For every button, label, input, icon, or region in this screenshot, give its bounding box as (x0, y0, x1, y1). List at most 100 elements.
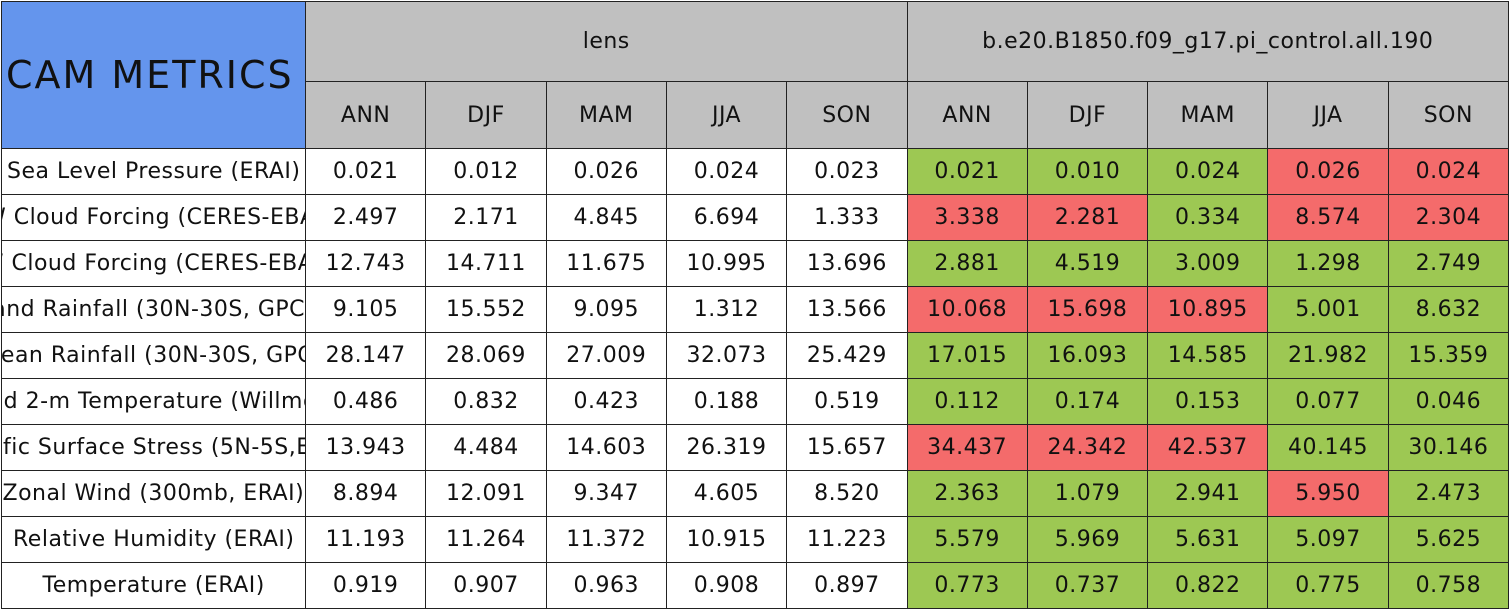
value-cell: 0.907 (425, 562, 547, 609)
value-cell: 11.675 (545, 240, 667, 287)
data-row: Sea Level Pressure (ERAI) 0.021 0.012 0.026… (1, 148, 1509, 195)
value-cell: 30.146 (1387, 424, 1509, 471)
value-cell: 27.009 (545, 332, 667, 379)
row-label-cell: LW Cloud Forcing (CERES-EBAF) (1, 240, 306, 287)
value-cell: 2.749 (1387, 240, 1509, 287)
row-label-cell: Relative Humidity (ERAI) (1, 516, 306, 563)
value-cell: 11.193 (304, 516, 427, 563)
value-cell: 5.950 (1267, 470, 1389, 517)
season-header: MAM (545, 81, 667, 149)
value-cell: 9.347 (545, 470, 667, 517)
value-cell: 5.001 (1267, 286, 1389, 333)
value-cell: 40.145 (1267, 424, 1389, 471)
row-label-cell: Land Rainfall (30N-30S, GPCP) (1, 286, 306, 333)
value-cell: 0.822 (1147, 562, 1269, 609)
season-header: SON (786, 81, 908, 149)
value-cell: 15.657 (786, 424, 908, 471)
value-cell: 15.552 (425, 286, 547, 333)
value-cell: 0.334 (1147, 194, 1269, 241)
value-cell: 12.091 (425, 470, 547, 517)
value-cell: 1.079 (1026, 470, 1149, 517)
value-cell: 9.105 (304, 286, 427, 333)
value-cell: 0.758 (1387, 562, 1509, 609)
value-cell: 0.174 (1026, 378, 1149, 425)
value-cell: 32.073 (665, 332, 788, 379)
row-label: Land Rainfall (30N-30S, GPCP) (3, 297, 306, 322)
value-cell: 14.711 (425, 240, 547, 287)
value-cell: 24.342 (1026, 424, 1149, 471)
value-cell: 8.894 (304, 470, 427, 517)
data-row: Pacific Surface Stress (5N-5S,ERS)13.943… (1, 424, 1509, 471)
value-cell: 10.995 (665, 240, 788, 287)
value-cell: 1.312 (665, 286, 788, 333)
season-row: ANN DJF MAM JJA SON ANN DJF MAM JJA SON (2, 81, 1509, 149)
value-cell: 0.010 (1026, 148, 1149, 195)
value-cell: 2.281 (1026, 194, 1149, 241)
row-label: Relative Humidity (ERAI) (13, 527, 295, 552)
value-cell: 14.603 (545, 424, 667, 471)
value-cell: 2.473 (1387, 470, 1509, 517)
value-cell: 0.963 (545, 562, 667, 609)
season-header: MAM (1147, 81, 1269, 149)
value-cell: 34.437 (906, 424, 1028, 471)
row-label-cell: Sea Level Pressure (ERAI) (1, 148, 306, 195)
row-label: Ocean Rainfall (30N-30S, GPCP) (1, 343, 305, 368)
value-cell: 4.519 (1026, 240, 1149, 287)
data-row: SW Cloud Forcing (CERES-EBAF)2.4972.1714… (1, 194, 1509, 241)
value-cell: 28.069 (425, 332, 547, 379)
row-label: Zonal Wind (300mb, ERAI) (2, 481, 305, 506)
row-label: SW Cloud Forcing (CERES-EBAF) (3, 205, 305, 230)
value-cell: 0.023 (786, 148, 908, 195)
value-cell: 0.012 (425, 148, 547, 195)
data-row: Ocean Rainfall (30N-30S, GPCP)28.14728.0… (1, 332, 1509, 379)
value-cell: 15.698 (1026, 286, 1149, 333)
row-label: Pacific Surface Stress (5N-5S,ERS) (2, 435, 305, 460)
value-cell: 21.982 (1267, 332, 1389, 379)
value-cell: 8.574 (1267, 194, 1389, 241)
value-cell: 2.497 (304, 194, 427, 241)
table-body: Sea Level Pressure (ERAI) 0.021 0.012 0.026… (1, 148, 1509, 609)
value-cell: 0.832 (425, 378, 547, 425)
row-label-cell: Zonal Wind (300mb, ERAI) (1, 470, 306, 517)
value-cell: 0.153 (1147, 378, 1269, 425)
row-label: LW Cloud Forcing (CERES-EBAF) (3, 251, 305, 276)
value-cell: 11.264 (425, 516, 547, 563)
value-cell: 13.566 (786, 286, 908, 333)
value-cell: 26.319 (665, 424, 788, 471)
value-cell: 1.298 (1267, 240, 1389, 287)
value-cell: 0.024 (1387, 148, 1509, 195)
season-header: DJF (425, 81, 547, 149)
value-cell: 4.845 (545, 194, 667, 241)
value-cell: 0.021 (906, 148, 1028, 195)
data-row: Land Rainfall (30N-30S, GPCP)9.10515.552… (1, 286, 1509, 333)
value-cell: 2.171 (425, 194, 547, 241)
header-row: CAM METRICS lens b.e20.B1850.f09_g17.pi_co… (1, 1, 1509, 149)
value-cell: 0.486 (304, 378, 427, 425)
data-row: Zonal Wind (300mb, ERAI) 8.894 12.091 9.347… (1, 470, 1509, 517)
season-header: DJF (1026, 81, 1149, 149)
value-cell: 4.484 (425, 424, 547, 471)
value-cell: 10.895 (1147, 286, 1269, 333)
row-label-cell: Land 2-m Temperature (Willmott) (1, 378, 306, 425)
group-header: b.e20.B1850.f09_g17.pi_control.all.190 (906, 1, 1509, 82)
value-cell: 1.333 (786, 194, 908, 241)
season-header: ANN (304, 81, 427, 149)
value-cell: 2.941 (1147, 470, 1269, 517)
season-header: JJA (665, 81, 788, 149)
value-cell: 5.097 (1267, 516, 1389, 563)
season-header: ANN (906, 81, 1028, 149)
value-cell: 17.015 (906, 332, 1028, 379)
value-cell: 0.077 (1267, 378, 1389, 425)
value-cell: 12.743 (304, 240, 427, 287)
table-title: CAM METRICS (1, 1, 306, 149)
value-cell: 4.605 (665, 470, 788, 517)
value-cell: 0.908 (665, 562, 788, 609)
value-cell: 14.585 (1147, 332, 1269, 379)
value-cell: 5.631 (1147, 516, 1269, 563)
value-cell: 11.372 (545, 516, 667, 563)
value-cell: 2.881 (906, 240, 1028, 287)
table-header: CAM METRICS lens b.e20.B1850.f09_g17.pi_co… (1, 1, 1509, 149)
value-cell: 0.112 (906, 378, 1028, 425)
value-cell: 3.009 (1147, 240, 1269, 287)
